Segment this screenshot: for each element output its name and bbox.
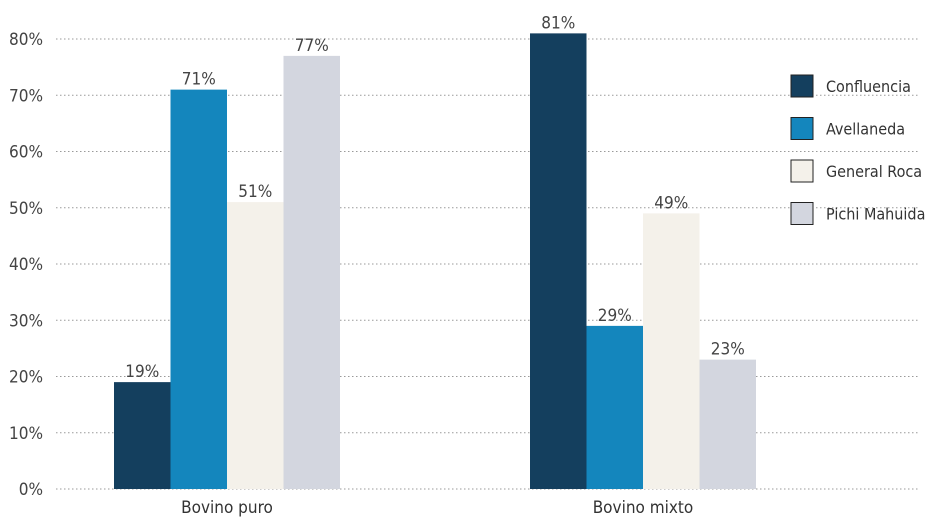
legend-label: Pichi Mahuida [826,205,925,224]
bar [283,55,340,489]
y-tick-label: 30% [9,311,43,331]
legend-swatch [790,74,814,98]
bar [699,359,756,489]
legend-swatch [790,159,814,183]
bar [114,382,171,489]
legend-label: Confluencia [826,77,911,96]
bar [643,213,700,489]
bar [530,33,587,489]
y-tick-label: 20% [9,368,43,388]
y-tick-label: 70% [9,86,43,106]
y-tick-label: 60% [9,143,43,163]
bars-layer [114,33,756,489]
y-tick-label: 10% [9,424,43,444]
legend-swatch [790,117,814,140]
data-label: 51% [238,182,272,202]
y-tick-label: 50% [9,199,43,219]
data-label: 23% [711,340,745,360]
y-tick-label: 40% [9,255,43,275]
bar [586,325,643,489]
y-axis-ticks: 0% 10% 20% 30% 40% 50% 60% 70% 80% [9,30,43,500]
legend: Confluencia Avellaneda General Roca Pichi M… [790,74,925,225]
bar [227,202,284,489]
bar [170,89,227,489]
x-category-label: Bovino puro [181,498,273,518]
data-label: 81% [541,13,575,33]
x-axis-categories: Bovino puro Bovino mixto [181,498,693,518]
data-label: 49% [654,193,688,213]
data-label: 77% [295,36,329,56]
data-label: 29% [598,306,632,326]
data-labels-layer: 19% 81% 71% 29% 51% 49% 77% 23% [125,13,745,382]
x-category-label: Bovino mixto [593,498,694,518]
data-label: 19% [125,362,159,382]
legend-label: Avellaneda [826,120,905,139]
y-tick-label: 0% [19,480,43,500]
legend-label: General Roca [826,162,922,181]
legend-swatch [790,202,814,225]
data-label: 71% [182,70,216,90]
y-tick-label: 80% [9,30,43,50]
